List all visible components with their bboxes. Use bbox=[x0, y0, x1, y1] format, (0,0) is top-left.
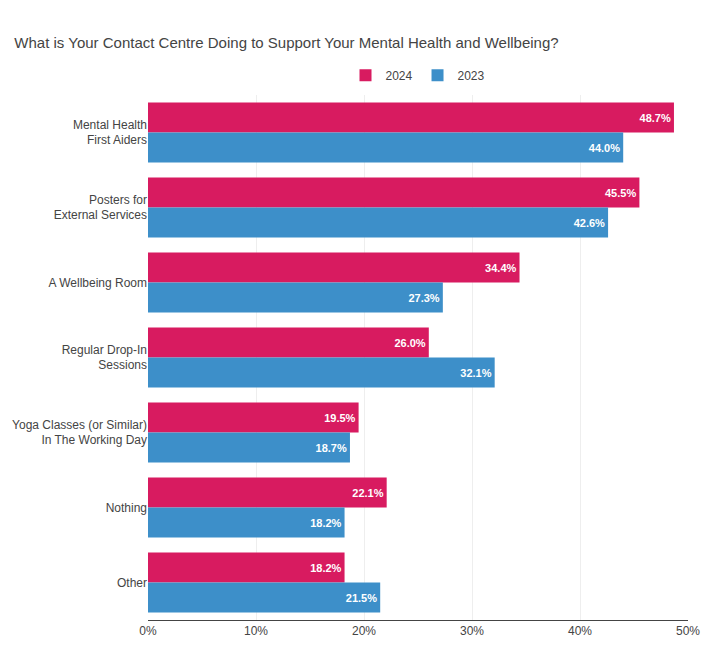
svg-text:48.7%: 48.7% bbox=[640, 112, 671, 124]
svg-text:27.3%: 27.3% bbox=[408, 292, 439, 304]
svg-text:Other: Other bbox=[117, 576, 147, 590]
svg-text:2024: 2024 bbox=[386, 69, 413, 83]
svg-text:Posters forExternal Services: Posters forExternal Services bbox=[54, 193, 147, 223]
svg-text:26.0%: 26.0% bbox=[394, 337, 425, 349]
svg-text:10%: 10% bbox=[244, 624, 268, 638]
svg-text:40%: 40% bbox=[568, 624, 592, 638]
svg-text:50%: 50% bbox=[676, 624, 700, 638]
svg-text:21.5%: 21.5% bbox=[346, 592, 377, 604]
svg-text:0%: 0% bbox=[139, 624, 157, 638]
svg-text:18.2%: 18.2% bbox=[310, 562, 341, 574]
svg-text:42.6%: 42.6% bbox=[574, 217, 605, 229]
svg-text:What is Your Contact Centre Do: What is Your Contact Centre Doing to Sup… bbox=[14, 34, 558, 51]
svg-text:A Wellbeing Room: A Wellbeing Room bbox=[49, 276, 148, 290]
svg-text:20%: 20% bbox=[352, 624, 376, 638]
svg-text:22.1%: 22.1% bbox=[352, 487, 383, 499]
svg-text:18.7%: 18.7% bbox=[316, 442, 347, 454]
svg-text:30%: 30% bbox=[460, 624, 484, 638]
svg-text:Yoga Classes (or Similar)In Th: Yoga Classes (or Similar)In The Working … bbox=[12, 418, 147, 448]
svg-text:Regular Drop-InSessions: Regular Drop-InSessions bbox=[62, 343, 147, 373]
svg-text:45.5%: 45.5% bbox=[605, 187, 636, 199]
svg-text:Nothing: Nothing bbox=[106, 501, 147, 515]
svg-text:2023: 2023 bbox=[458, 69, 485, 83]
svg-text:44.0%: 44.0% bbox=[589, 142, 620, 154]
svg-text:32.1%: 32.1% bbox=[460, 367, 491, 379]
svg-text:Mental HealthFirst Aiders: Mental HealthFirst Aiders bbox=[73, 118, 147, 148]
svg-text:18.2%: 18.2% bbox=[310, 517, 341, 529]
svg-text:19.5%: 19.5% bbox=[324, 412, 355, 424]
svg-text:34.4%: 34.4% bbox=[485, 262, 516, 274]
